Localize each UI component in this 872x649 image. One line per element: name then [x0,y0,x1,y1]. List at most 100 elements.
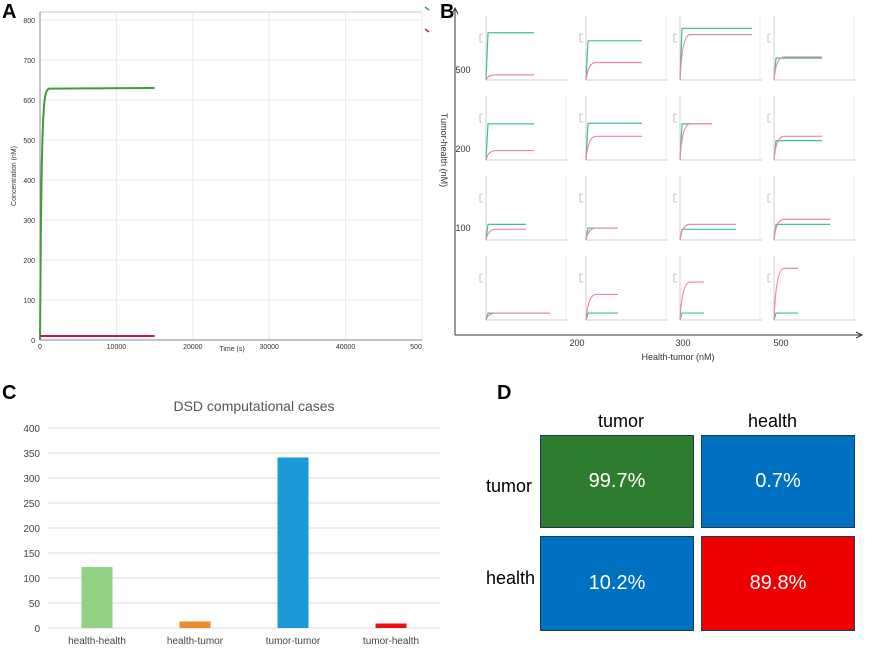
y-tick-label: 150 [23,549,40,560]
chart-title: DSD computational cases [173,398,334,414]
mini-legend-bracket [767,193,771,203]
mini-series-pink [773,56,822,81]
y-tick-label: 300 [23,218,35,225]
b-y-tick-label: 100 [455,223,470,233]
mini-series-pink [485,228,526,241]
mini-series-pink [485,149,534,161]
mini-legend-bracket [579,33,583,43]
mini-series-pink [679,123,712,161]
panel-label-c: C [2,382,17,404]
mini-series-teal [485,32,534,81]
x-axis-label: Time (s) [219,346,244,353]
mini-series-teal [773,223,830,241]
y-tick-label: 100 [23,574,40,585]
mini-series-pink [773,135,822,161]
legend-mark-red [424,28,430,33]
x-tick-label: tumor-tumor [266,636,321,647]
x-tick-label: tumor-health [363,636,419,647]
panel-label-a: A [2,1,17,23]
b-x-tick-label: 300 [675,338,690,348]
mini-legend-bracket [767,273,771,283]
confusion-cell-health-health: 89.8% [701,536,855,631]
x-tick-label: 0 [38,344,42,351]
panel-label-d: D [497,382,512,404]
legend-mark-green [424,6,430,11]
x-tick-label: 40000 [336,344,356,351]
bar-health-tumor [179,621,211,628]
mini-series-pink [679,34,752,81]
mini-series-teal [485,123,534,161]
mini-legend-bracket [479,33,483,43]
panel-b-grid-chart: Tumor-health (nM) Health-tumor (nM) 500 200… [439,6,864,362]
y-tick-label: 300 [23,474,40,485]
mini-series-pink [585,135,642,161]
x-tick-label: health-tumor [167,636,224,647]
y-tick-label: 500 [23,138,35,145]
bar-health-health [81,567,113,628]
mini-series-teal [679,228,736,241]
mini-series-pink [773,218,830,241]
b-x-axis-label: Health-tumor (nM) [641,352,714,362]
bar-tumor-health [375,623,407,628]
y-tick-label: 400 [23,424,40,435]
confusion-col-label-tumor: tumor [598,411,645,431]
mini-legend-bracket [579,113,583,123]
y-tick-label: 0 [31,338,35,345]
confusion-row-label-tumor: tumor [486,476,533,496]
mini-series-teal [585,122,642,161]
mini-series-pink [773,267,798,321]
confusion-col-label-health: health [748,411,798,431]
y-tick-label: 700 [23,58,35,65]
panel-label-b: B [440,1,455,23]
mini-legend-bracket [673,273,677,283]
mini-legend-bracket [673,33,677,43]
y-tick-label: 200 [23,524,40,535]
mini-series-teal [773,140,822,161]
confusion-cell-health-tumor: 10.2% [540,536,694,631]
mini-legend-bracket [479,273,483,283]
mini-series-teal [679,312,704,321]
y-axis-label: Concentration (nM) [11,146,18,206]
y-tick-label: 600 [23,98,35,105]
mini-legend-bracket [673,113,677,123]
x-tick-label: health-health [68,636,126,647]
panel-c-bar-chart: DSD computational cases 0 50 100 150 200 250 30… [23,398,440,647]
y-tick-label: 400 [23,178,35,185]
y-tick-label: 100 [23,298,35,305]
mini-legend-bracket [579,193,583,203]
mini-series-pink [679,223,736,241]
mini-series-pink [585,293,618,321]
x-tick-label: 500 [410,344,422,351]
mini-series-teal [585,312,618,321]
mini-series-teal [773,57,822,81]
mini-series-pink [485,74,534,81]
mini-series-pink [585,61,642,81]
mini-legend-bracket [673,193,677,203]
mini-series-teal [585,40,642,81]
confusion-cell-tumor-health: 0.7% [701,435,855,528]
mini-legend-bracket [479,193,483,203]
mini-series-pink [485,312,550,321]
x-tick-label: 10000 [107,344,127,351]
b-x-tick-label: 500 [773,338,788,348]
mini-legend-bracket [767,33,771,43]
panel-a-line-chart: 0 100 200 300 400 500 600 700 800 0 10000 20000 3000… [11,6,430,353]
mini-series-teal [485,223,526,241]
series-line-green [39,87,155,341]
x-tick-label: 20000 [183,344,203,351]
y-tick-label: 0 [34,624,40,635]
b-x-arrow [855,331,864,339]
b-y-axis-label: Tumor-health (nM) [439,113,449,187]
y-tick-label: 50 [29,599,41,610]
mini-series-teal [679,27,752,81]
mini-legend-bracket [479,113,483,123]
y-tick-label: 350 [23,449,40,460]
confusion-cell-tumor-tumor: 99.7% [540,435,694,528]
mini-legend-bracket [767,113,771,123]
b-x-tick-label: 200 [569,338,584,348]
mini-legend-bracket [579,273,583,283]
mini-series-teal [773,312,798,321]
mini-series-pink [679,281,704,321]
y-tick-label: 250 [23,499,40,510]
